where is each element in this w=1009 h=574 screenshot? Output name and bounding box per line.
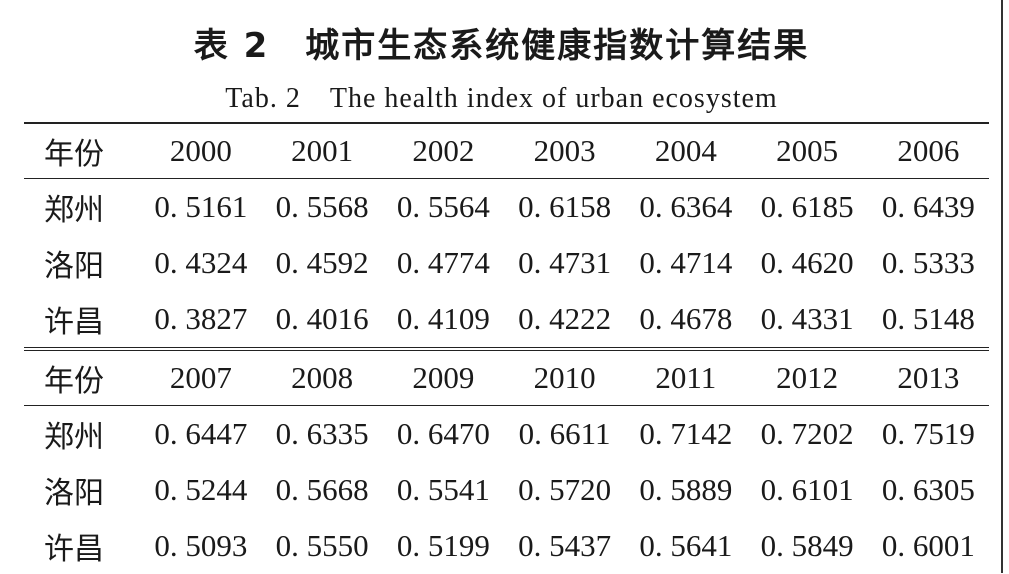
year-cell: 2010 — [503, 349, 626, 406]
year-cell: 2007 — [140, 349, 262, 406]
value-cell: 0. 4222 — [503, 291, 626, 351]
table-title-english: Tab. 2 The health index of urban ecosyst… — [225, 83, 778, 114]
value-cell: 0. 6305 — [881, 472, 975, 507]
table-row: 洛阳 0. 5244 0. 5668 0. 5541 0. 5720 0. 58… — [24, 462, 989, 518]
city-label: 洛阳 — [44, 476, 104, 511]
value-cell: 0. 5244 — [154, 472, 248, 507]
value-cell: 0. 5849 — [760, 528, 854, 563]
table-row: 许昌 0. 5093 0. 5550 0. 5199 0. 5437 0. 56… — [24, 518, 989, 574]
value-cell: 0. 5333 — [881, 245, 975, 280]
value-cell: 0. 5889 — [639, 472, 733, 507]
value-cell: 0. 6611 — [518, 416, 611, 451]
year-cell: 2005 — [746, 122, 868, 179]
year-header-row: 年份 2000 2001 2002 2003 2004 2005 2006 — [24, 122, 989, 179]
value-cell: 0. 5541 — [396, 472, 490, 507]
value-cell: 0. 4678 — [625, 291, 747, 351]
year-cell: 2002 — [382, 122, 504, 179]
city-label: 郑州 — [44, 193, 104, 228]
value-cell: 0. 7142 — [639, 416, 733, 451]
value-cell: 0. 6364 — [639, 189, 733, 224]
year-header-label: 年份 — [24, 349, 141, 406]
value-cell: 0. 4592 — [275, 245, 369, 280]
value-cell: 0. 5148 — [867, 291, 989, 351]
year-cell: 2012 — [746, 349, 868, 406]
table-title-chinese: 表 2 城市生态系统健康指数计算结果 — [193, 26, 810, 66]
value-cell: 0. 5550 — [275, 528, 369, 563]
value-cell: 0. 7519 — [881, 416, 975, 451]
city-label: 许昌 — [44, 532, 104, 567]
year-header-label: 年份 — [24, 122, 141, 179]
year-cell: 2004 — [625, 122, 747, 179]
value-cell: 0. 3827 — [140, 291, 262, 351]
value-cell: 0. 6001 — [881, 528, 975, 563]
year-cell: 2011 — [625, 349, 747, 406]
year-header-row: 年份 2007 2008 2009 2010 2011 2012 2013 — [24, 349, 989, 406]
year-cell: 2008 — [261, 349, 383, 406]
value-cell: 0. 5568 — [275, 189, 369, 224]
table-row: 郑州 0. 5161 0. 5568 0. 5564 0. 6158 0. 63… — [24, 179, 989, 236]
year-cell: 2009 — [382, 349, 504, 406]
value-cell: 0. 4774 — [396, 245, 490, 280]
value-cell: 0. 4016 — [261, 291, 383, 351]
value-cell: 0. 5720 — [518, 472, 612, 507]
health-index-table: 年份 2000 2001 2002 2003 2004 2005 2006 郑州… — [24, 122, 989, 574]
value-cell: 0. 6185 — [760, 189, 854, 224]
value-cell: 0. 4620 — [760, 245, 854, 280]
value-cell: 0. 4324 — [154, 245, 248, 280]
value-cell: 0. 7202 — [760, 416, 854, 451]
value-cell: 0. 6447 — [154, 416, 248, 451]
value-cell: 0. 5161 — [154, 189, 248, 224]
city-label: 郑州 — [44, 420, 104, 455]
value-cell: 0. 4714 — [639, 245, 733, 280]
value-cell: 0. 4109 — [382, 291, 504, 351]
value-cell: 0. 4331 — [746, 291, 868, 351]
value-cell: 0. 5199 — [396, 528, 490, 563]
year-cell: 2000 — [140, 122, 262, 179]
value-cell: 0. 5668 — [275, 472, 369, 507]
city-label: 许昌 — [24, 291, 141, 351]
value-cell: 0. 5093 — [154, 528, 248, 563]
table-row: 许昌 0. 3827 0. 4016 0. 4109 0. 4222 0. 46… — [24, 291, 989, 351]
value-cell: 0. 6439 — [881, 189, 975, 224]
year-cell: 2013 — [867, 349, 989, 406]
value-cell: 0. 5437 — [518, 528, 612, 563]
value-cell: 0. 5641 — [639, 528, 733, 563]
year-cell: 2006 — [867, 122, 989, 179]
value-cell: 0. 6335 — [275, 416, 369, 451]
value-cell: 0. 5564 — [396, 189, 490, 224]
year-cell: 2001 — [261, 122, 383, 179]
value-cell: 0. 6470 — [396, 416, 490, 451]
table-row: 洛阳 0. 4324 0. 4592 0. 4774 0. 4731 0. 47… — [24, 235, 989, 291]
city-label: 洛阳 — [44, 249, 104, 284]
value-cell: 0. 4731 — [518, 245, 612, 280]
value-cell: 0. 6158 — [518, 189, 612, 224]
table-row: 郑州 0. 6447 0. 6335 0. 6470 0. 6611 0. 71… — [24, 406, 989, 463]
year-cell: 2003 — [503, 122, 626, 179]
value-cell: 0. 6101 — [760, 472, 854, 507]
